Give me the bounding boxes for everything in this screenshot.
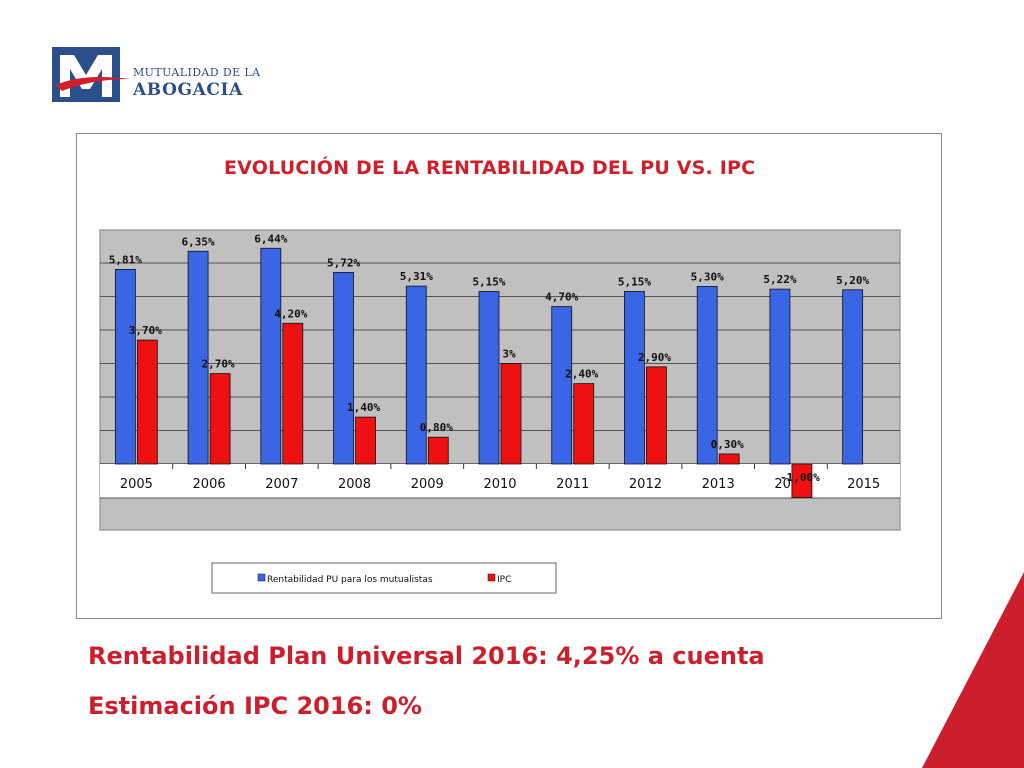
data-label: 5,15% [618,275,651,288]
ipc-bar [718,453,740,465]
data-label: 5,22% [763,273,796,286]
data-label: 1,40% [347,401,380,414]
x-tick-label: 2008 [338,477,371,492]
category-label-band [100,464,900,498]
data-label: 4,70% [545,291,578,304]
data-label: 3% [502,348,516,361]
legend-box [211,562,557,594]
pu-bar [624,291,645,465]
data-label: 0,80% [420,421,453,434]
legend-swatch [487,573,496,582]
chart-title: EVOLUCIÓN DE LA RENTABILIDAD DEL PU VS. … [224,157,756,179]
data-label: 4,20% [274,307,307,320]
pu-bar [260,247,282,465]
pu-bar [769,288,791,465]
x-tick-label: 2012 [629,477,662,492]
data-label: 2,70% [202,358,235,371]
ipc-bar [355,416,376,465]
data-label: 5,72% [327,256,360,269]
data-label: 2,40% [565,368,598,381]
pu-bar [478,291,500,465]
pu-bar [696,286,718,465]
data-label: 5,15% [472,275,505,288]
x-tick-label: 2005 [120,477,153,492]
pu-bar [333,271,354,465]
data-label: 6,44% [254,232,287,245]
x-tick-label: 2013 [702,477,735,492]
pu-bar [114,268,136,465]
legend-label: IPC [497,575,511,585]
ipc-bar [791,463,813,498]
logo-text-line1: MUTUALIDAD DE LA [133,66,261,79]
x-tick-label: 2010 [483,477,516,492]
logo-text-line2: ABOGACIA [133,80,243,100]
x-tick-label: 2011 [556,477,589,492]
footer-line-ipc: Estimación IPC 2016: 0% [88,692,422,720]
ipc-bar [500,363,522,465]
pu-bar [842,289,864,465]
ipc-bar [136,339,158,465]
legend-swatch [257,573,266,582]
data-label: 5,31% [400,270,433,283]
x-tick-label: 2007 [265,477,298,492]
data-label: 0,30% [711,438,744,451]
footer-line-rentabilidad: Rentabilidad Plan Universal 2016: 4,25% … [88,642,765,670]
ipc-bar [209,373,231,465]
ipc-bar [282,322,304,465]
data-label: 5,30% [691,270,724,283]
data-label: 3,70% [129,324,162,337]
data-label: 6,35% [182,235,215,248]
ipc-bar [427,436,449,465]
ipc-bar [573,383,595,465]
pu-bar [187,250,209,465]
legend-label: Rentabilidad PU para los mutualistas [267,575,433,585]
data-label: 5,20% [836,274,869,287]
data-label: 5,81% [109,253,142,266]
x-tick-label: 2015 [847,477,880,492]
pu-bar [551,306,573,465]
data-label: 2,90% [638,351,671,364]
x-tick-label: 2009 [411,477,444,492]
mutualidad-logo-mark [52,47,130,102]
ipc-bar [646,366,667,465]
pu-bar [405,285,427,465]
x-tick-label: 2006 [193,477,226,492]
data-label: -1,00% [780,471,820,484]
